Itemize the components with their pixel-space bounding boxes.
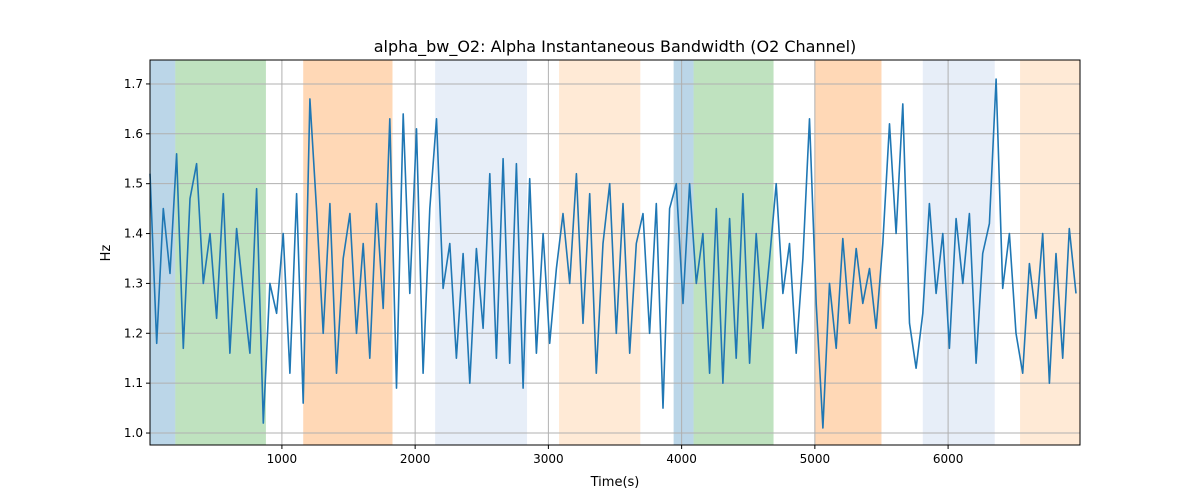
y-tick-label: 1.4 [124, 227, 143, 241]
x-tick-label: 1000 [267, 452, 298, 466]
series-line [149, 78, 1077, 429]
shaded-span [814, 60, 882, 445]
y-tick-label: 1.3 [124, 276, 143, 290]
y-tick-label: 1.1 [124, 376, 143, 390]
x-axis-label: Time(s) [590, 475, 640, 490]
y-axis-label: Hz [99, 245, 114, 262]
shaded-span [673, 60, 694, 445]
x-tick-label: 5000 [800, 452, 831, 466]
x-axis: 1000 2000 3000 4000 5000 6000 [267, 445, 964, 466]
y-tick-label: 1.5 [124, 177, 143, 191]
x-tick-label: 4000 [666, 452, 697, 466]
x-tick-label: 6000 [933, 452, 964, 466]
plot-frame [149, 59, 1081, 446]
x-tick-label: 3000 [533, 452, 564, 466]
y-tick-label: 1.7 [124, 77, 143, 91]
y-axis: 1.0 1.1 1.2 1.3 1.4 1.5 1.6 1.7 [124, 77, 150, 440]
shaded-span [693, 60, 774, 445]
y-tick-label: 1.0 [124, 426, 143, 440]
y-tick-label: 1.2 [124, 326, 143, 340]
shaded-span [559, 60, 641, 445]
x-tick-label: 2000 [400, 452, 431, 466]
chart-title: alpha_bw_O2: Alpha Instantaneous Bandwid… [374, 37, 857, 57]
grid [150, 60, 1080, 445]
y-tick-label: 1.6 [124, 127, 143, 141]
